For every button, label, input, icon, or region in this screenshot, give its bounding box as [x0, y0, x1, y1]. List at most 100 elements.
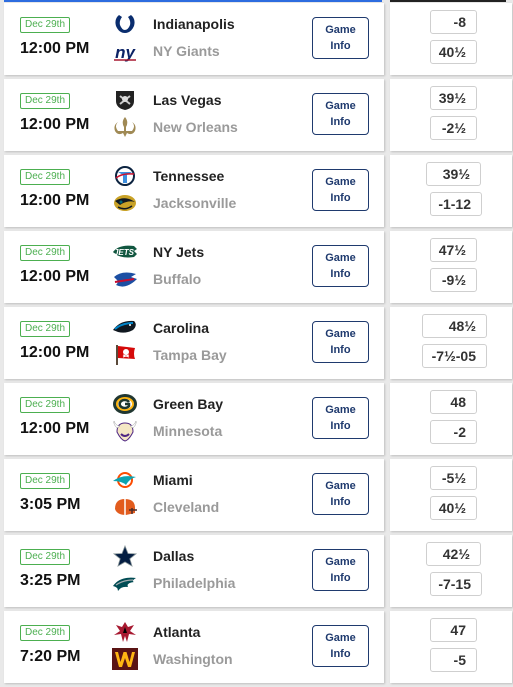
game-info-label: Game Info [325, 100, 356, 128]
giants-ny-icon: ny [112, 40, 138, 62]
game-row: Dec 29th 12:00 PM ny Indianapolis NY Gia… [4, 3, 512, 75]
odds-card: 39½ -2½ [390, 79, 512, 151]
odds-card: 48½ -7½-05 [390, 307, 512, 379]
team-name-home[interactable]: Philadelphia [153, 575, 236, 591]
odds-line-2[interactable]: -5 [430, 648, 477, 672]
game-card: Dec 29th 12:00 PM Carolina Tampa Bay Gam… [4, 307, 384, 379]
titans-icon [112, 165, 138, 187]
svg-text:ny: ny [115, 43, 136, 62]
odds-card: 39½ -1-12 [390, 155, 512, 227]
odds-line-1[interactable]: -5½ [430, 466, 477, 490]
game-card: Dec 29th 12:00 PM ny Indianapolis NY Gia… [4, 3, 384, 75]
team-name-away[interactable]: Miami [153, 472, 193, 488]
date-badge: Dec 29th [20, 17, 71, 33]
odds-line-2[interactable]: 40½ [430, 496, 477, 520]
odds-card: 48 -2 [390, 383, 512, 455]
game-row: Dec 29th 12:00 PM Carolina Tampa Bay Gam… [4, 307, 512, 379]
date-badge: Dec 29th [20, 625, 71, 641]
panthers-icon [112, 317, 138, 339]
team-name-away[interactable]: Carolina [153, 320, 210, 336]
bills-icon [112, 268, 138, 290]
team-name-home[interactable]: Washington [153, 651, 233, 667]
jets-icon: JETS [112, 241, 138, 263]
odds-line-1[interactable]: 47½ [430, 238, 477, 262]
team-name-home[interactable]: Minnesota [153, 423, 223, 439]
game-row: Dec 29th 12:00 PM Tennessee Jacksonville… [4, 155, 512, 227]
team-name-home[interactable]: Jacksonville [153, 195, 237, 211]
game-card: Dec 29th 12:00 PM Green Bay Minnesota Ga… [4, 383, 384, 455]
odds-line-2[interactable]: -7½-05 [422, 344, 487, 368]
team-name-away[interactable]: Las Vegas [153, 92, 222, 108]
game-time: 12:00 PM [20, 116, 90, 133]
game-info-button[interactable]: Game Info [312, 93, 369, 135]
odds-line-1[interactable]: 47 [430, 618, 477, 642]
team-name-away[interactable]: Tennessee [153, 168, 225, 184]
odds-line-1[interactable]: 42½ [426, 542, 481, 566]
eagles-icon [112, 572, 138, 594]
odds-line-2[interactable]: -7-15 [430, 572, 482, 596]
buccaneers-flag-icon [112, 344, 138, 366]
packers-g-icon [112, 393, 138, 415]
date-badge: Dec 29th [20, 169, 71, 185]
odds-line-2[interactable]: 40½ [430, 40, 477, 64]
game-info-label: Game Info [325, 480, 356, 508]
game-info-label: Game Info [325, 176, 356, 204]
jaguars-icon [112, 192, 138, 214]
date-badge: Dec 29th [20, 397, 71, 413]
odds-line-2[interactable]: -2 [430, 420, 477, 444]
game-info-label: Game Info [325, 328, 356, 356]
svg-text:JETS: JETS [114, 248, 135, 257]
game-time: 3:25 PM [20, 572, 81, 589]
date-badge: Dec 29th [20, 473, 71, 489]
game-row: Dec 29th 7:20 PM Atlanta Washington Game… [4, 611, 512, 683]
game-info-button[interactable]: Game Info [312, 625, 369, 667]
game-info-button[interactable]: Game Info [312, 549, 369, 591]
vikings-helmet-icon [112, 420, 138, 442]
odds-line-2[interactable]: -2½ [430, 116, 477, 140]
top-odds-line [390, 0, 506, 2]
game-card: Dec 29th 12:00 PM Las Vegas New Orleans … [4, 79, 384, 151]
game-info-button[interactable]: Game Info [312, 169, 369, 211]
game-info-label: Game Info [325, 404, 356, 432]
team-name-home[interactable]: NY Giants [153, 43, 220, 59]
odds-line-1[interactable]: 48 [430, 390, 477, 414]
game-row: Dec 29th 3:05 PM Miami Cleveland Game Inf… [4, 459, 512, 531]
commanders-w-icon [112, 648, 138, 670]
game-time: 12:00 PM [20, 192, 90, 209]
team-name-away[interactable]: Green Bay [153, 396, 224, 412]
top-accent-line [4, 0, 382, 2]
team-name-away[interactable]: Indianapolis [153, 16, 235, 32]
game-info-button[interactable]: Game Info [312, 473, 369, 515]
odds-card: 42½ -7-15 [390, 535, 512, 607]
game-card: Dec 29th 12:00 PM Tennessee Jacksonville… [4, 155, 384, 227]
team-name-home[interactable]: Tampa Bay [153, 347, 227, 363]
odds-line-1[interactable]: 39½ [430, 86, 477, 110]
team-name-home[interactable]: Cleveland [153, 499, 220, 515]
team-name-home[interactable]: Buffalo [153, 271, 202, 287]
game-time: 12:00 PM [20, 420, 90, 437]
team-name-home[interactable]: New Orleans [153, 119, 238, 135]
colts-horseshoe-icon [112, 13, 138, 35]
odds-line-1[interactable]: 48½ [422, 314, 487, 338]
games-list: Dec 29th 12:00 PM ny Indianapolis NY Gia… [4, 3, 512, 687]
game-time: 7:20 PM [20, 648, 81, 665]
odds-line-2[interactable]: -9½ [430, 268, 477, 292]
team-name-away[interactable]: Atlanta [153, 624, 201, 640]
game-card: Dec 29th 12:00 PM JETS NY Jets Buffalo G… [4, 231, 384, 303]
game-info-button[interactable]: Game Info [312, 321, 369, 363]
odds-card: 47 -5 [390, 611, 512, 683]
game-info-label: Game Info [325, 632, 356, 660]
team-name-away[interactable]: Dallas [153, 548, 195, 564]
game-card: Dec 29th 3:25 PM Dallas Philadelphia Gam… [4, 535, 384, 607]
game-info-button[interactable]: Game Info [312, 17, 369, 59]
game-info-button[interactable]: Game Info [312, 245, 369, 287]
date-badge: Dec 29th [20, 93, 71, 109]
game-card: Dec 29th 3:05 PM Miami Cleveland Game Inf… [4, 459, 384, 531]
odds-line-2[interactable]: -1-12 [430, 192, 482, 216]
game-info-button[interactable]: Game Info [312, 397, 369, 439]
team-name-away[interactable]: NY Jets [153, 244, 205, 260]
game-info-label: Game Info [325, 252, 356, 280]
odds-line-1[interactable]: 39½ [426, 162, 481, 186]
odds-line-1[interactable]: -8 [430, 10, 477, 34]
game-time: 3:05 PM [20, 496, 81, 513]
